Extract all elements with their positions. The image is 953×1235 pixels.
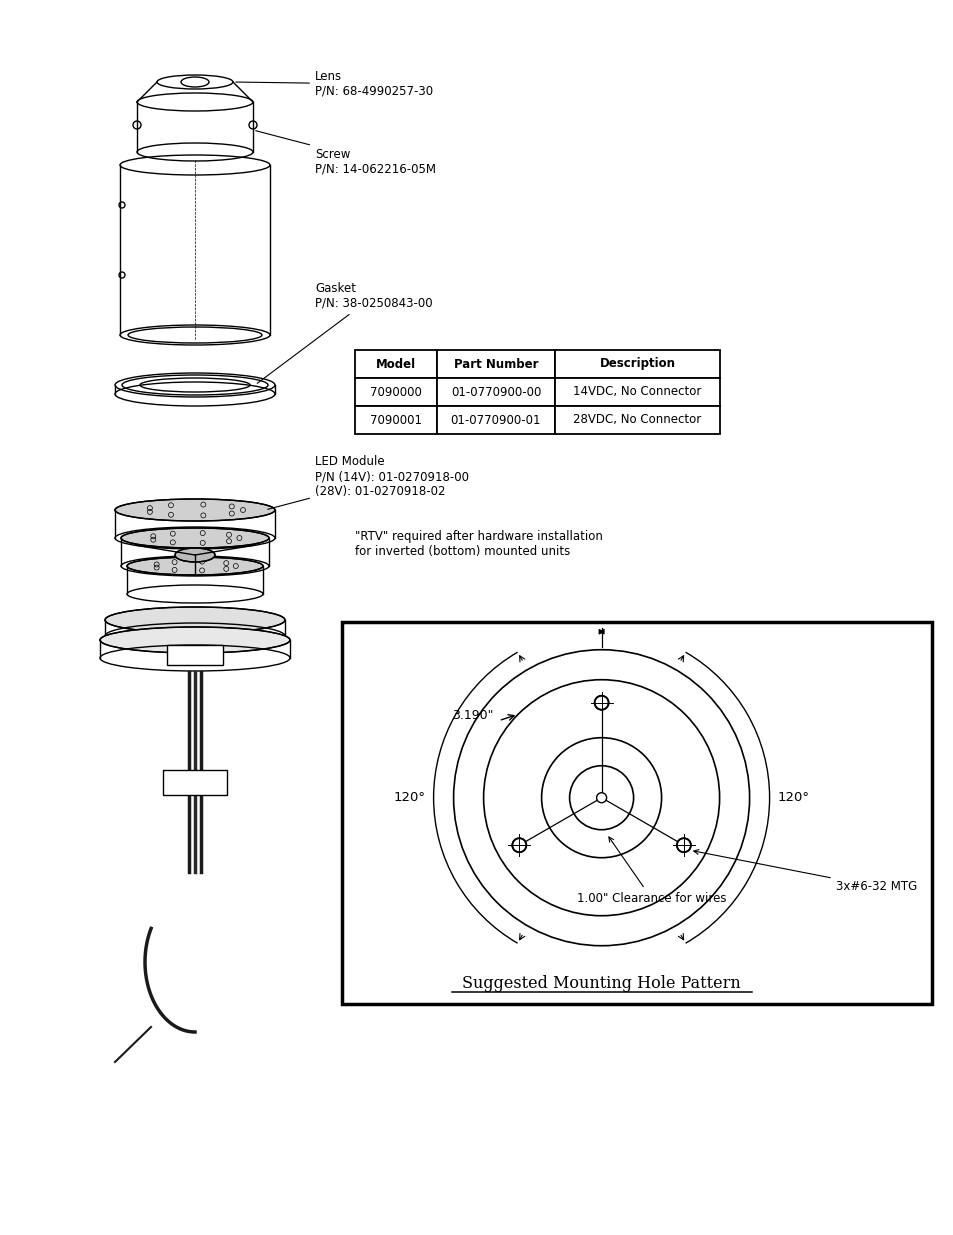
Text: 28VDC, No Connector: 28VDC, No Connector <box>573 414 700 426</box>
Bar <box>555 350 720 378</box>
Bar <box>436 350 555 378</box>
Text: 7090000: 7090000 <box>370 385 421 399</box>
Text: 7090001: 7090001 <box>370 414 421 426</box>
Bar <box>341 622 931 1004</box>
Circle shape <box>677 839 690 852</box>
Bar <box>355 378 436 406</box>
Circle shape <box>512 839 526 852</box>
Text: Lens
P/N: 68-4990257-30: Lens P/N: 68-4990257-30 <box>235 70 433 98</box>
Bar <box>355 406 436 433</box>
Text: 120°: 120° <box>777 792 809 804</box>
Text: Screw
P/N: 14-062216-05M: Screw P/N: 14-062216-05M <box>255 131 436 177</box>
Text: Model: Model <box>375 357 416 370</box>
Text: Gasket
P/N: 38-0250843-00: Gasket P/N: 38-0250843-00 <box>257 282 432 383</box>
Bar <box>555 378 720 406</box>
Text: "RTV" required after hardware installation
for inverted (bottom) mounted units: "RTV" required after hardware installati… <box>355 530 602 558</box>
Text: Part Number: Part Number <box>454 357 537 370</box>
Ellipse shape <box>105 606 285 634</box>
Circle shape <box>596 793 606 803</box>
Text: 01-0770900-01: 01-0770900-01 <box>450 414 540 426</box>
Text: 01-0770900-00: 01-0770900-00 <box>451 385 540 399</box>
Circle shape <box>594 695 608 710</box>
Ellipse shape <box>127 557 263 576</box>
Bar <box>555 406 720 433</box>
Ellipse shape <box>100 627 290 653</box>
Bar <box>163 769 227 795</box>
Text: 3x#6-32 MTG: 3x#6-32 MTG <box>693 850 916 893</box>
Bar <box>355 350 436 378</box>
Ellipse shape <box>174 548 214 562</box>
Text: Description: Description <box>598 357 675 370</box>
Text: LED Module
P/N (14V): 01-0270918-00
(28V): 01-0270918-02: LED Module P/N (14V): 01-0270918-00 (28V… <box>268 454 469 509</box>
Ellipse shape <box>121 529 269 548</box>
Bar <box>436 378 555 406</box>
Bar <box>167 645 223 664</box>
Text: 120°: 120° <box>394 792 425 804</box>
Text: Suggested Mounting Hole Pattern: Suggested Mounting Hole Pattern <box>462 976 740 993</box>
Text: 14VDC, No Connector: 14VDC, No Connector <box>573 385 701 399</box>
Ellipse shape <box>115 499 274 521</box>
Bar <box>436 406 555 433</box>
Text: 1.00" Clearance for wires: 1.00" Clearance for wires <box>576 837 725 905</box>
Text: 3.190": 3.190" <box>452 709 493 722</box>
